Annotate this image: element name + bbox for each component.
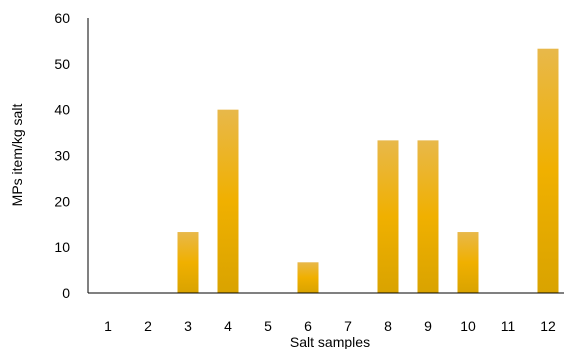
x-tick-label: 6 [304,318,312,334]
y-tick-label: 0 [62,285,70,301]
bars-group [177,48,559,294]
y-tick-label: 60 [54,10,70,26]
bar [457,232,479,293]
y-axis-title: MPs item/kg salt [9,104,25,207]
bar [177,232,199,293]
x-tick-label: 3 [184,318,192,334]
x-tick-label: 11 [501,318,516,334]
x-tick-label: 4 [224,318,232,334]
bar [217,109,239,294]
bar [297,262,319,293]
y-tick-label: 40 [54,102,70,118]
x-tick-label: 12 [540,318,556,334]
x-axis-title: Salt samples [290,334,370,349]
x-tick-label: 1 [104,318,112,334]
x-tick-label: 5 [264,318,272,334]
x-tick-label: 2 [144,318,152,334]
bar [537,48,559,294]
y-tick-label: 20 [54,193,70,209]
y-tick-label: 30 [54,148,70,164]
x-tick-label: 8 [384,318,392,334]
bar [417,140,439,293]
y-tick-label: 50 [54,56,70,72]
x-tick-label: 10 [460,318,476,334]
y-tick-labels: 0 10 20 30 40 50 60 [54,10,70,301]
bar [377,140,399,293]
x-tick-label: 9 [424,318,432,334]
y-tick-label: 10 [54,239,70,255]
x-tick-label: 7 [344,318,352,334]
x-tick-labels: 1 2 3 4 5 6 7 8 9 10 11 12 [104,318,556,334]
